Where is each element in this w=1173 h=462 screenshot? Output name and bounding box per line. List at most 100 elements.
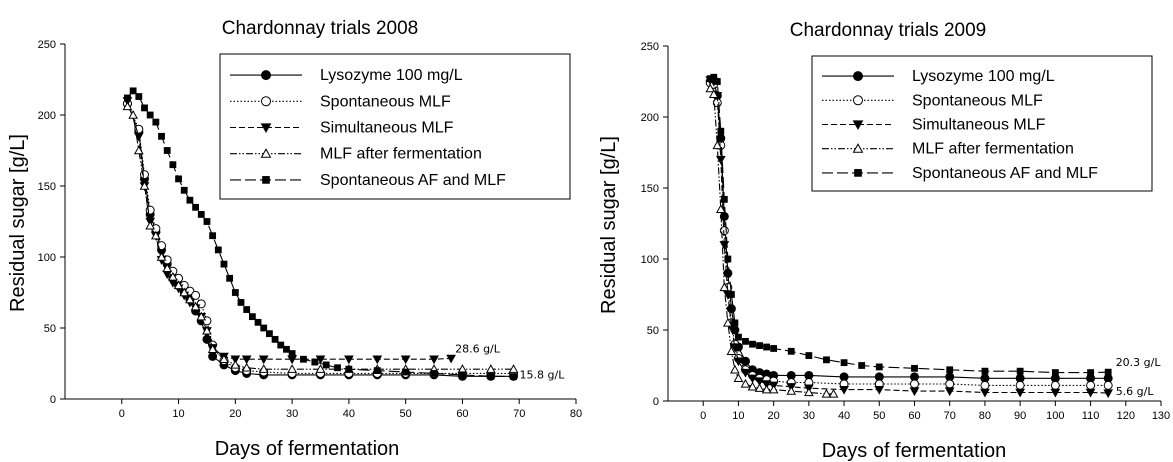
data-point	[145, 205, 155, 215]
legend-box	[811, 55, 1153, 192]
data-point	[706, 75, 714, 83]
data-point	[248, 313, 256, 321]
data-point	[717, 127, 725, 135]
data-point	[128, 109, 138, 119]
data-point	[202, 325, 212, 335]
x-tick-label: 80	[979, 410, 991, 422]
data-point	[208, 351, 218, 361]
data-point	[168, 271, 178, 281]
legend-swatch-marker	[853, 95, 863, 106]
x-tick-label: 10	[172, 408, 184, 420]
x-tick-label: 90	[1014, 410, 1026, 422]
legend-swatch-marker	[262, 176, 270, 184]
legend-label: Spontaneous AF and MLF	[320, 172, 506, 189]
legend-swatch-marker	[260, 123, 272, 134]
legend-swatch-marker	[852, 120, 864, 131]
data-point	[226, 274, 234, 282]
data-point	[344, 355, 354, 365]
data-point	[203, 218, 211, 225]
data-point	[805, 352, 813, 359]
data-point	[733, 357, 744, 367]
data-point	[874, 385, 885, 395]
data-point	[715, 204, 726, 213]
data-point	[237, 299, 245, 306]
x-tick-label: 130	[1152, 410, 1170, 422]
data-point	[258, 355, 269, 365]
data-point	[122, 101, 133, 111]
data-point	[786, 386, 797, 395]
data-point	[770, 345, 778, 352]
x-axis-label: Days of fermentation	[215, 438, 400, 460]
data-point	[175, 175, 182, 183]
x-tick-label: 0	[700, 410, 706, 422]
data-point	[839, 385, 849, 395]
data-point	[322, 361, 330, 369]
data-point	[710, 73, 718, 81]
data-point	[723, 317, 733, 327]
data-point	[241, 355, 252, 365]
data-point	[715, 155, 726, 165]
data-point	[754, 377, 765, 387]
data-point	[241, 362, 252, 372]
y-tick-label: 150	[38, 181, 56, 193]
x-tick-label: 30	[286, 408, 298, 420]
legend-item: Lysozyme 100 mg/L	[230, 67, 463, 84]
data-point	[763, 343, 770, 351]
data-point	[1016, 367, 1024, 375]
data-point	[163, 147, 171, 154]
data-point	[946, 366, 954, 374]
x-tick-label: 100	[1046, 410, 1064, 422]
x-tick-label: 60	[456, 408, 468, 420]
data-point	[1103, 380, 1113, 390]
data-point	[1050, 388, 1061, 398]
data-point	[742, 337, 749, 345]
series	[124, 87, 517, 380]
data-point	[430, 370, 438, 377]
data-point	[179, 287, 190, 297]
data-point	[196, 311, 207, 321]
x-tick-label: 40	[838, 410, 850, 422]
y-tick-label: 0	[50, 394, 56, 406]
legend-item: MLF after fermentation	[230, 146, 482, 163]
series	[122, 101, 519, 373]
x-tick-label: 20	[229, 408, 241, 420]
annotation-label: 5.6 g/L	[1116, 385, 1155, 398]
data-point	[705, 83, 716, 93]
legend-label: Lysozyme 100 mg/L	[320, 67, 463, 84]
data-point	[260, 324, 268, 332]
data-point	[747, 381, 758, 391]
y-tick-label: 0	[653, 396, 659, 408]
data-point	[821, 388, 832, 398]
series	[705, 78, 1113, 390]
data-point	[724, 255, 732, 263]
legend-item: MLF after fermentation	[822, 141, 1074, 158]
data-point	[254, 318, 262, 326]
legend-swatch-marker	[853, 71, 863, 82]
data-point	[508, 364, 519, 373]
chart-title: Chardonnay trials 2009	[790, 20, 986, 41]
legend: Lysozyme 100 mg/L Spontaneous MLF Simultan…	[811, 55, 1153, 192]
plot-area: 0 50 100 150 200 250 0 10 20 30 40 50 60 70 80 28.6 g/L…	[38, 39, 582, 420]
x-tick-label: 50	[400, 408, 412, 420]
data-point	[139, 180, 150, 190]
data-point	[156, 251, 167, 261]
data-point	[207, 344, 218, 353]
x-tick-label: 70	[513, 408, 525, 420]
data-point	[133, 145, 144, 155]
chart-panel-2008: Chardonnay trials 2008 Days of fermentat…	[7, 18, 582, 460]
data-point	[1103, 389, 1114, 399]
data-point	[1085, 388, 1096, 398]
data-point	[214, 246, 222, 254]
data-point	[735, 333, 742, 341]
data-point	[726, 346, 737, 355]
x-tick-label: 40	[343, 408, 355, 420]
data-point	[315, 355, 326, 365]
y-tick-label: 100	[38, 252, 56, 264]
data-point	[487, 372, 495, 380]
data-point	[747, 374, 758, 384]
data-point	[192, 203, 199, 211]
annotation-label: 28.6 g/L	[455, 342, 501, 355]
data-point	[191, 290, 201, 300]
data-point	[429, 355, 439, 365]
